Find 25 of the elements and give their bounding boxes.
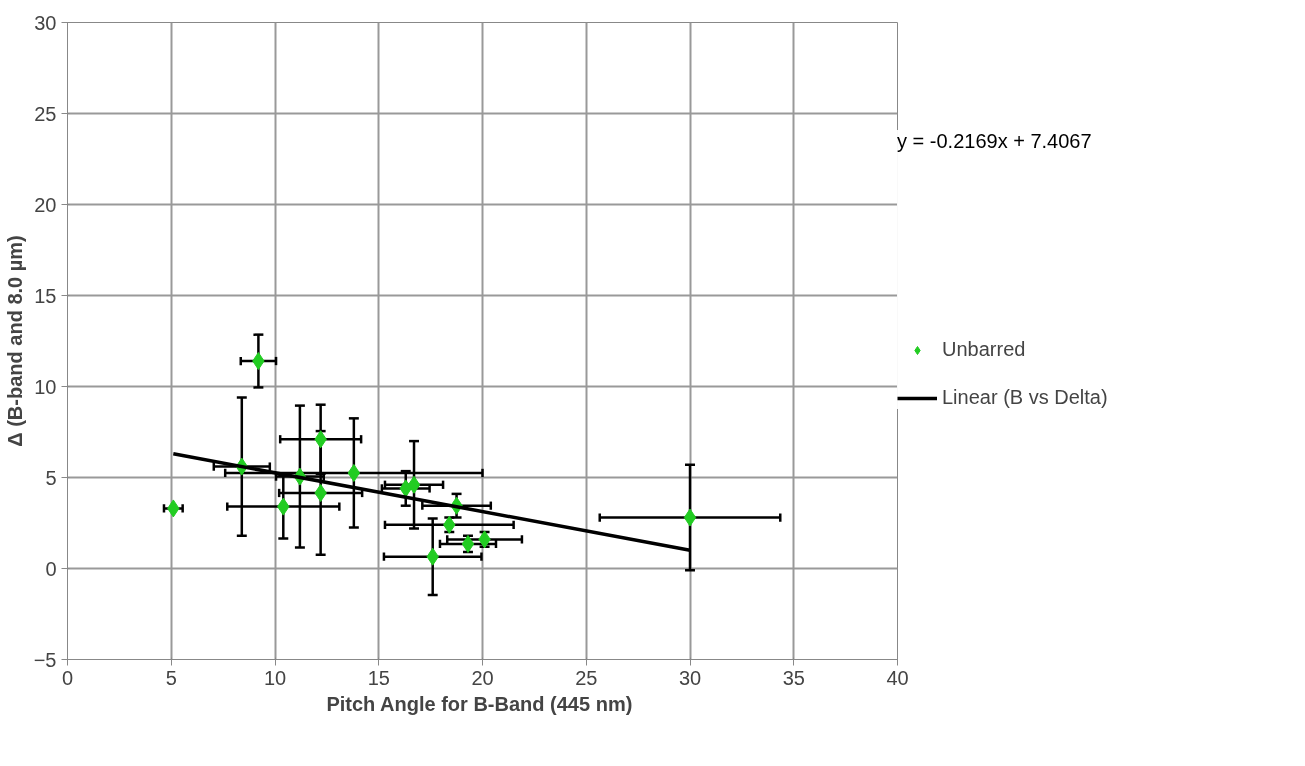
x-tick-label: 15 <box>367 666 390 689</box>
y-tick-label: 10 <box>34 375 57 398</box>
x-tick-label: 0 <box>61 666 74 689</box>
y-tick-label: 20 <box>34 193 57 216</box>
point <box>407 475 421 494</box>
y-tick-label: 25 <box>34 102 57 125</box>
legend-label: Unbarred <box>942 338 1026 361</box>
x-tick-label: 30 <box>678 666 702 689</box>
point <box>683 508 697 527</box>
y-tick-label: −5 <box>33 648 57 671</box>
legend-label: Linear (B vs Delta) <box>942 386 1108 409</box>
point <box>347 463 361 482</box>
y-tick-label: 0 <box>45 557 57 580</box>
x-tick-label: 5 <box>165 666 177 689</box>
x-tick-label: 40 <box>886 666 909 689</box>
x-axis-title: Pitch Angle for B-Band (445 nm) <box>326 692 633 715</box>
x-tick-label: 20 <box>471 666 494 689</box>
y-axis-title: Δ (B-band and 8.0 µm) <box>3 235 26 447</box>
x-tick-label: 25 <box>575 666 598 689</box>
x-tick-label: 35 <box>782 666 805 689</box>
annotation: y = -0.2169x + 7.4067 <box>897 130 1093 153</box>
y-tick-label: 15 <box>34 284 57 307</box>
y-tick-label: 5 <box>45 466 57 489</box>
y-tick-label: 30 <box>34 11 57 34</box>
x-tick-label: 10 <box>263 666 287 689</box>
